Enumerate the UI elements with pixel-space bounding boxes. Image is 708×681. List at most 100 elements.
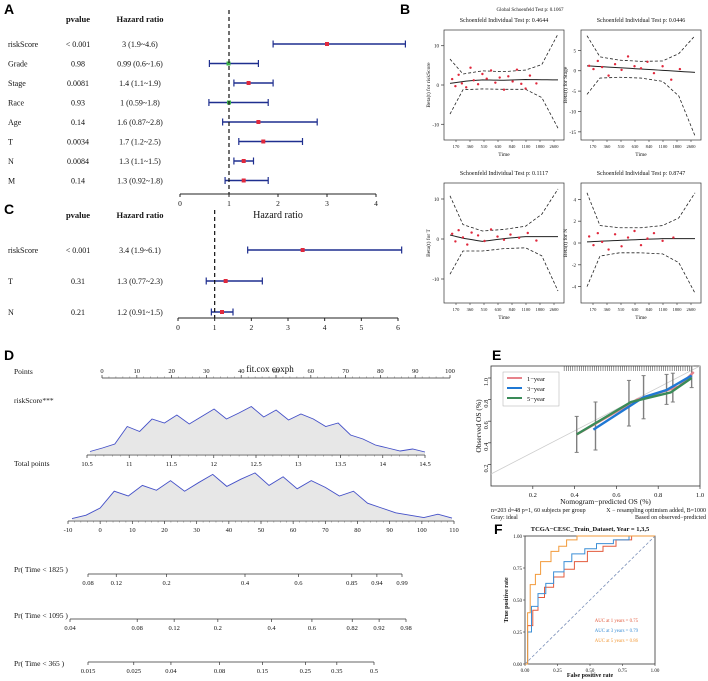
plot-frame xyxy=(580,29,702,141)
y-tick-label: -10 xyxy=(569,110,576,115)
residual-point xyxy=(661,65,664,68)
hr-point xyxy=(226,61,231,66)
scale-label: Total points xyxy=(14,459,50,468)
x-tick-label: 0.4 xyxy=(571,492,580,499)
residual-point xyxy=(460,82,464,85)
row-pvalue: 0.93 xyxy=(71,99,85,108)
scale-tick-label: 100 xyxy=(417,527,427,534)
scale-tick-label: 0.4 xyxy=(241,580,250,587)
x-tick-label: 630 xyxy=(495,144,503,149)
residual-point xyxy=(450,232,454,235)
x-tick-label: 630 xyxy=(632,307,640,312)
x-tick-label: 0.8 xyxy=(654,492,662,499)
roc-curve xyxy=(525,535,655,665)
scale-tick-label: 0.6 xyxy=(294,580,303,587)
row-hazard-ratio: 0.99 (0.6~1.6) xyxy=(117,60,163,69)
plot-frame xyxy=(490,365,701,487)
residual-point xyxy=(466,243,469,246)
residual-point xyxy=(639,67,643,70)
x-tick-label: 1 xyxy=(227,199,231,208)
schoenfeld-subplot: Schoenfeld Individual Test p: 0.4644 10 0 -… xyxy=(425,17,565,158)
scale-tick-label: 0 xyxy=(100,368,103,375)
panel-letter-d: D xyxy=(4,347,14,363)
x-tick-label: 840 xyxy=(646,307,654,312)
scale-tick-label: 30 xyxy=(193,527,200,534)
x-tick-label: 2 xyxy=(249,323,253,332)
residual-point xyxy=(517,236,521,239)
schoenfeld-subplot: Schoenfeld Individual Test p: 0.0446 5 0 -5… xyxy=(562,17,702,158)
scale-tick-label: 11.5 xyxy=(166,461,177,468)
row-hazard-ratio: 1 (0.59~1.8) xyxy=(120,99,160,108)
roc-curve xyxy=(525,535,655,665)
y-tick-label: 0.00 xyxy=(513,663,522,668)
smooth-fit-line xyxy=(449,78,559,84)
x-tick-label: 0.00 xyxy=(521,669,530,674)
x-tick-label: 2600 xyxy=(550,144,560,149)
residual-point xyxy=(613,233,617,236)
residual-point xyxy=(600,240,604,244)
confidence-band-lower xyxy=(586,252,696,294)
x-tick-label: 3 xyxy=(325,199,329,208)
x-tick-label: 510 xyxy=(618,307,626,312)
row-variable: Age xyxy=(8,118,22,127)
x-tick-label: 840 xyxy=(509,307,517,312)
scale-tick-label: 0.85 xyxy=(346,580,357,587)
row-variable: T xyxy=(8,277,13,286)
x-tick-label: 1100 xyxy=(522,144,532,149)
confidence-band-lower xyxy=(449,247,559,292)
residual-point xyxy=(633,65,636,68)
panel-letter-c: C xyxy=(4,201,14,217)
row-pvalue: 0.0084 xyxy=(67,157,89,166)
scale-tick-label: 12 xyxy=(211,461,218,468)
scale-tick-label: 0.04 xyxy=(165,668,177,675)
row-hazard-ratio: 1.4 (1.1~1.9) xyxy=(119,79,161,88)
y-tick-label: 0.50 xyxy=(513,599,522,604)
y-tick-label: -10 xyxy=(432,123,439,128)
row-hazard-ratio: 3 (1.9~4.6) xyxy=(122,40,158,49)
residual-point xyxy=(526,231,529,235)
residual-point xyxy=(646,237,649,240)
row-variable: riskScore xyxy=(8,40,39,49)
y-tick-label: 10 xyxy=(434,45,440,50)
row-variable: riskScore xyxy=(8,246,39,255)
x-tick-label: 0.75 xyxy=(618,669,627,674)
scale-tick-label: 0.94 xyxy=(371,580,383,587)
header-hazard-ratio: Hazard ratio xyxy=(117,14,164,24)
subplot-title: Schoenfeld Individual Test p: 0.1117 xyxy=(460,170,548,177)
x-tick-label: 4 xyxy=(323,323,327,332)
y-tick-label: 1.00 xyxy=(513,535,522,540)
schoenfeld-panel-b: Global Schoenfeld Test p: 0.1067 Schoenfe… xyxy=(425,8,702,321)
roc-panel-f: TCGA−CESC_Train_Dataset, Year = 1,3,5 AUC… xyxy=(504,526,660,679)
scale-tick-label: 10 xyxy=(129,527,136,534)
scale-tick-label: 90 xyxy=(386,527,393,534)
x-tick-label: 2600 xyxy=(687,144,697,149)
row-pvalue: 0.0034 xyxy=(67,138,89,147)
diagonal-line xyxy=(524,535,656,665)
residual-point xyxy=(461,236,465,239)
scale-label: riskScore*** xyxy=(14,396,54,405)
row-hazard-ratio: 1.2 (0.91~1.5) xyxy=(117,308,163,317)
residual-point xyxy=(613,63,617,66)
scale-tick-label: 50 xyxy=(258,527,265,534)
x-tick-label: 4 xyxy=(374,199,378,208)
y-tick-label: 0 xyxy=(437,84,440,89)
scale-tick-label: 0.6 xyxy=(308,625,317,632)
x-tick-label: 0.50 xyxy=(586,669,595,674)
auc-label: AUC at 1 years = 0.75 xyxy=(595,619,639,624)
scale-tick-label: 80 xyxy=(377,368,384,375)
scale-tick-label: 40 xyxy=(226,527,233,534)
residual-point xyxy=(596,59,599,63)
row-hazard-ratio: 1.7 (1.2~2.5) xyxy=(119,138,161,147)
residual-point xyxy=(528,74,532,77)
scale-label: Pr( Time < 1095 ) xyxy=(14,611,68,620)
scale-tick-label: 0.025 xyxy=(126,668,141,675)
residual-point xyxy=(494,81,497,84)
row-variable: T xyxy=(8,138,13,147)
y-tick-label: 0 xyxy=(574,70,577,75)
x-tick-label: 1100 xyxy=(522,307,532,312)
subplot-title: Schoenfeld Individual Test p: 0.0446 xyxy=(597,17,686,24)
residual-point xyxy=(481,72,484,76)
density-curve xyxy=(89,405,426,453)
x-tick-label: 1 xyxy=(213,323,217,332)
